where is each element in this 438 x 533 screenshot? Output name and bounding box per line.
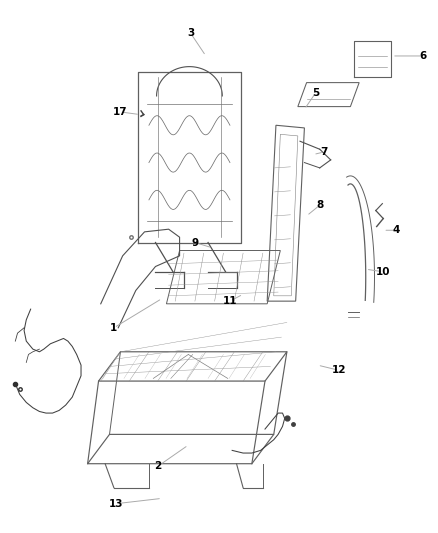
Text: 7: 7 — [321, 147, 328, 157]
Text: 3: 3 — [187, 28, 194, 38]
Text: 9: 9 — [191, 238, 198, 247]
Text: 11: 11 — [223, 296, 237, 306]
Text: 10: 10 — [376, 267, 391, 277]
Text: 17: 17 — [113, 107, 128, 117]
Text: 6: 6 — [419, 51, 426, 61]
Text: 8: 8 — [316, 200, 323, 210]
Text: 12: 12 — [332, 366, 347, 375]
Text: 5: 5 — [312, 88, 319, 98]
Text: 1: 1 — [110, 323, 117, 333]
Text: 2: 2 — [154, 462, 161, 471]
Text: 13: 13 — [109, 499, 124, 508]
Text: 4: 4 — [393, 225, 400, 235]
